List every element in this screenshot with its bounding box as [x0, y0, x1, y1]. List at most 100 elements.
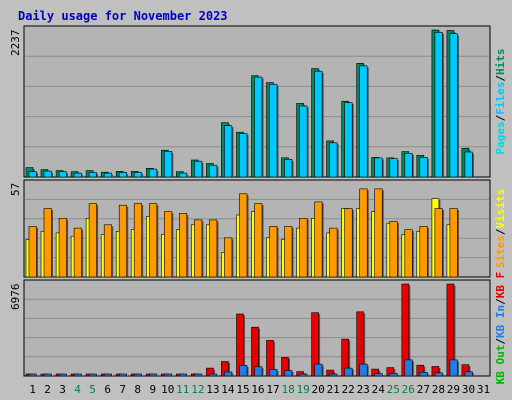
bar-kb-in: [209, 373, 218, 377]
bar-files: [464, 151, 473, 178]
x-tick-label: 26: [402, 383, 415, 396]
x-tick-label: 31: [477, 383, 490, 396]
x-tick-label: 7: [119, 383, 126, 396]
bar-kb-in: [133, 373, 142, 377]
bar-files: [314, 70, 323, 178]
bar-files: [239, 133, 248, 178]
bar-sites: [254, 203, 263, 278]
legend-visits_sites: Sites/Visits: [494, 189, 507, 269]
bar-sites: [88, 203, 97, 278]
legend-item: Visits: [494, 189, 507, 229]
x-tick-label: 16: [251, 383, 264, 396]
bar-sites: [359, 188, 368, 278]
bar-sites: [374, 188, 383, 278]
bar-files: [419, 157, 428, 178]
bar-files: [374, 157, 383, 178]
bar-sites: [28, 226, 37, 278]
bar-files: [299, 105, 308, 178]
x-tick-label: 11: [176, 383, 189, 396]
x-tick-label: 13: [206, 383, 219, 396]
bar-kb-in: [389, 373, 398, 377]
bar-files: [179, 172, 188, 178]
bar-kb-in: [28, 373, 37, 377]
bar-sites: [164, 211, 173, 278]
bar-files: [434, 32, 443, 178]
bar-files: [164, 151, 173, 178]
bar-files: [269, 84, 278, 178]
bar-sites: [133, 203, 142, 278]
bar-kb-in: [404, 359, 413, 377]
chart-title: Daily usage for November 2023: [18, 9, 228, 23]
bar-kb-in: [314, 363, 323, 377]
legend-separator: /: [494, 228, 507, 235]
bar-files: [149, 168, 158, 178]
x-tick-label: 8: [134, 383, 141, 396]
bar-kb-in: [284, 370, 293, 377]
bar-files: [224, 125, 233, 178]
x-axis-labels: 1 2 3 4 5 6 7 8 9 10 11 12 13 14 15 16 17 18 19 20 21 22 23 24 2…: [29, 383, 490, 396]
x-tick-label: 19: [296, 383, 309, 396]
bar-kb-in: [103, 373, 112, 377]
bar-kb-in: [269, 369, 278, 377]
bar-kb-in: [239, 365, 248, 377]
bar-files: [73, 172, 82, 178]
x-tick-label: 30: [462, 383, 475, 396]
bar-kb-in: [434, 372, 443, 377]
legend-item: Hits: [494, 49, 507, 76]
bar-kb-in: [299, 373, 308, 377]
bar-files: [88, 172, 97, 178]
x-tick-label: 5: [89, 383, 96, 396]
bar-sites: [344, 208, 353, 278]
x-tick-label: 9: [149, 383, 156, 396]
bar-sites: [284, 226, 293, 278]
chart-panels: 2237Pages/Files/Hits57Sites/Visits6976KB…: [9, 25, 507, 385]
bar-sites: [404, 229, 413, 278]
y-max-label: 6976: [9, 284, 22, 311]
bar-sites: [43, 208, 52, 278]
x-tick-label: 3: [59, 383, 66, 396]
legend-item: KB F: [494, 272, 507, 299]
legend-separator: /: [494, 75, 507, 82]
x-tick-label: 18: [281, 383, 294, 396]
bar-sites: [269, 226, 278, 278]
bar-kb-in: [118, 373, 127, 377]
bar-files: [118, 172, 127, 178]
y-max-label: 2237: [9, 30, 22, 57]
bar-kb-in: [344, 367, 353, 377]
bar-files: [194, 160, 203, 178]
legend-item: Pages: [494, 121, 507, 154]
x-tick-label: 20: [311, 383, 324, 396]
bar-sites: [149, 203, 158, 278]
bar-kb-in: [329, 373, 338, 377]
legend-item: Sites: [494, 235, 507, 268]
x-tick-label: 4: [74, 383, 81, 396]
bar-sites: [194, 219, 203, 278]
bar-files: [404, 153, 413, 178]
bar-kb-in: [359, 363, 368, 377]
x-tick-label: 14: [221, 383, 235, 396]
bar-files: [359, 65, 368, 178]
bar-sites: [73, 227, 82, 278]
x-tick-label: 24: [372, 383, 386, 396]
bar-files: [58, 171, 67, 178]
bar-files: [389, 158, 398, 178]
legend-item: KB Out: [494, 345, 507, 385]
x-tick-label: 1: [29, 383, 36, 396]
x-tick-label: 12: [191, 383, 204, 396]
bar-kb-in: [88, 373, 97, 377]
x-tick-label: 6: [104, 383, 111, 396]
bar-sites: [179, 213, 188, 278]
bar-kb-in: [73, 373, 82, 377]
bar-files: [344, 102, 353, 178]
bar-kb-in: [58, 373, 67, 377]
bar-kb-in: [449, 359, 458, 377]
bar-kb-in: [149, 373, 158, 377]
bar-sites: [329, 227, 338, 278]
x-tick-label: 17: [266, 383, 279, 396]
bar-kb-in: [254, 366, 263, 377]
bar-kb-in: [224, 371, 233, 377]
